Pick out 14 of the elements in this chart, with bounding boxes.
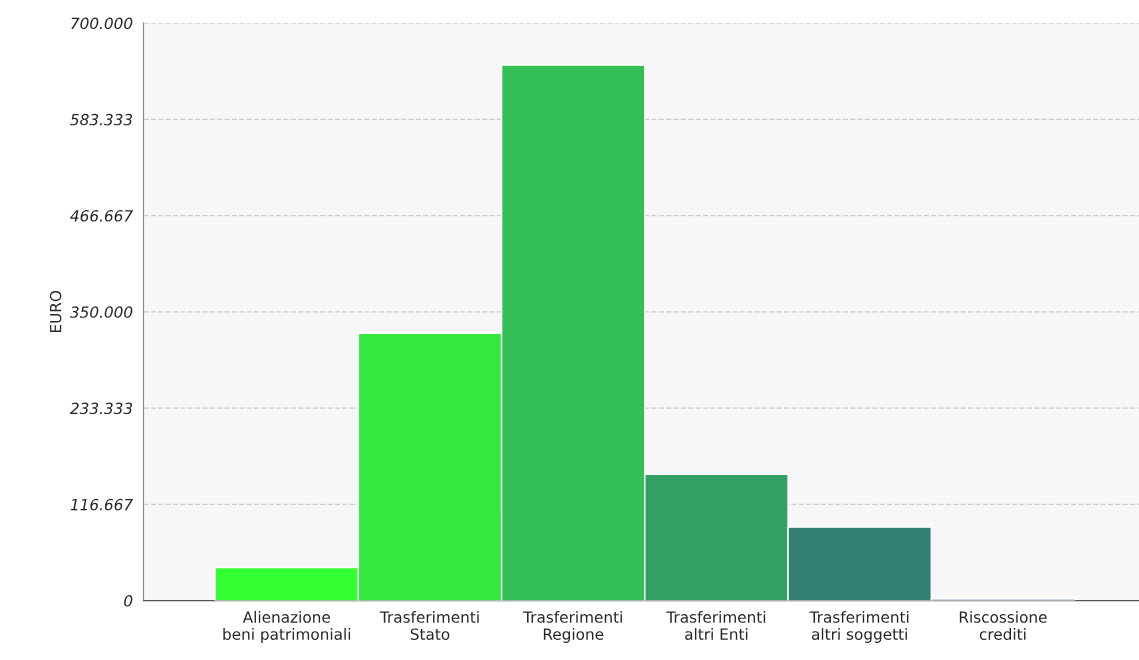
y-tick-label: 583.333 (70, 113, 133, 126)
x-tick-label: Riscossione crediti (959, 611, 1047, 640)
y-tick-label: 466.667 (70, 210, 133, 222)
y-tick-label: 350.000 (69, 306, 133, 318)
x-tick-label: Trasferimenti Stato (379, 611, 479, 640)
x-tick-label: Trasferimenti altri Enti (666, 611, 766, 640)
y-tick-label: 233.333 (69, 402, 133, 415)
y-tick-label: 116.667 (70, 498, 133, 511)
y-tick-label: 700.000 (71, 17, 133, 30)
x-tick-label: Trasferimenti altri soggetti (809, 611, 909, 643)
y-axis-title: EURO (49, 290, 62, 333)
y-tick-label: 0 (124, 595, 133, 607)
x-tick-label: Alienazione beni patrimoniali (223, 611, 351, 643)
x-tick-label: Trasferimenti Regione (523, 611, 622, 643)
